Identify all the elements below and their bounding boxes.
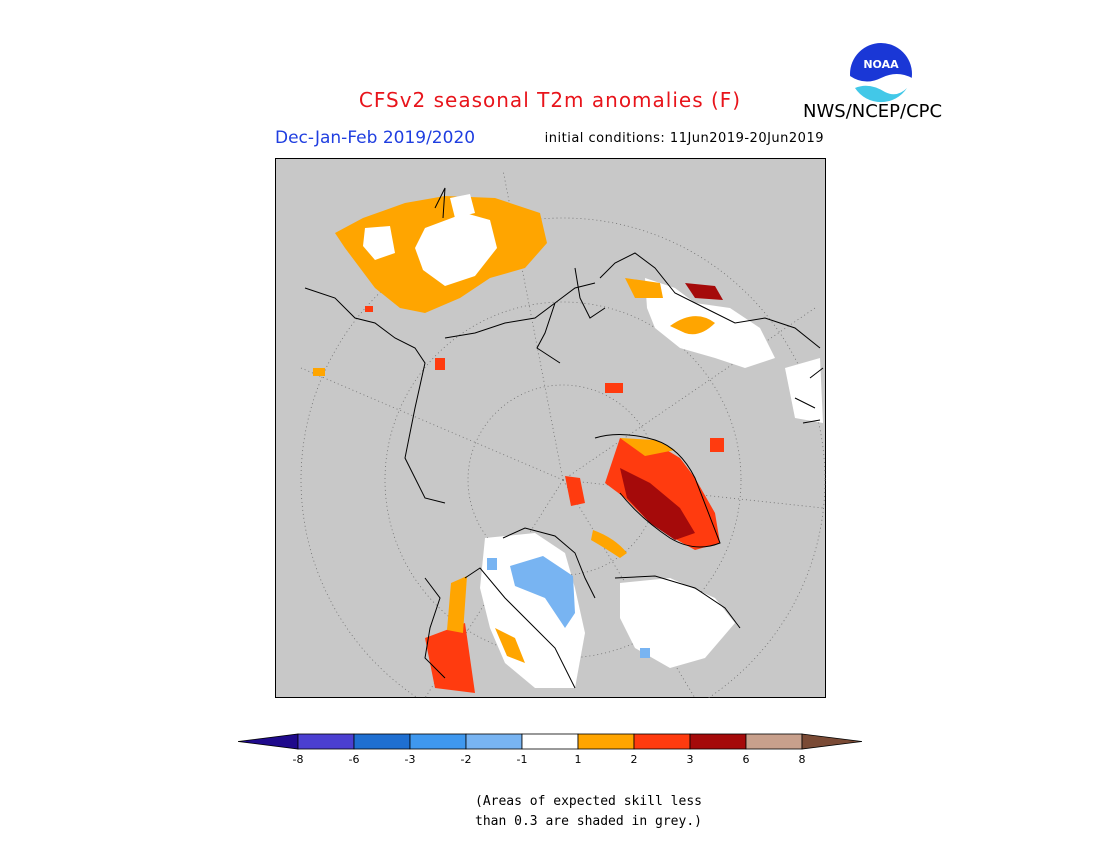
colorbar-cells (238, 733, 862, 750)
colorbar-tick-label: -2 (461, 753, 472, 766)
skill-note: (Areas of expected skill less than 0.3 a… (475, 792, 702, 832)
noaa-logo: NOAA (849, 43, 912, 106)
colorbar-arrow-high (801, 733, 862, 750)
colorbar-cell (745, 733, 803, 750)
agency-label: NWS/NCEP/CPC (803, 101, 943, 122)
asia-anomaly (313, 194, 547, 376)
initial-conditions: initial conditions: 11Jun2019-20Jun2019 (544, 131, 824, 146)
polar-anomaly-map (275, 158, 826, 698)
colorbar-cell (353, 733, 411, 750)
colorbar-tick-label: -3 (405, 753, 416, 766)
colorbar-tick-label: 3 (687, 753, 694, 766)
colorbar-cell (689, 733, 747, 750)
greenland-anomaly (565, 438, 720, 558)
europe-anomaly (605, 278, 823, 452)
colorbar-tick-label: 2 (631, 753, 638, 766)
note-line-1: (Areas of expected skill less (475, 794, 702, 809)
note-line-2: than 0.3 are shaded in grey.) (475, 814, 702, 829)
colorbar-cell (465, 733, 523, 750)
colorbar: -8 -6 -3 -2 -1 1 2 3 6 8 (238, 733, 862, 766)
map-title: CFSv2 seasonal T2m anomalies (F) (358, 88, 742, 112)
colorbar-cell (521, 733, 579, 750)
colorbar-arrow-low (238, 733, 299, 750)
colorbar-tick-label: 6 (743, 753, 750, 766)
colorbar-tick-label: 1 (575, 753, 582, 766)
coastlines (304, 187, 824, 689)
colorbar-cell (297, 733, 355, 750)
colorbar-ticks: -8 -6 -3 -2 -1 1 2 3 6 8 (293, 753, 806, 766)
colorbar-cell (409, 733, 467, 750)
forecast-period: Dec-Jan-Feb 2019/2020 (275, 128, 476, 148)
colorbar-tick-label: -1 (517, 753, 528, 766)
colorbar-cell (577, 733, 635, 750)
colorbar-cell (633, 733, 691, 750)
north-america-anomaly (425, 533, 735, 693)
colorbar-tick-label: 8 (799, 753, 806, 766)
colorbar-tick-label: -6 (349, 753, 360, 766)
colorbar-tick-label: -8 (293, 753, 304, 766)
noaa-logo-text: NOAA (863, 58, 899, 71)
